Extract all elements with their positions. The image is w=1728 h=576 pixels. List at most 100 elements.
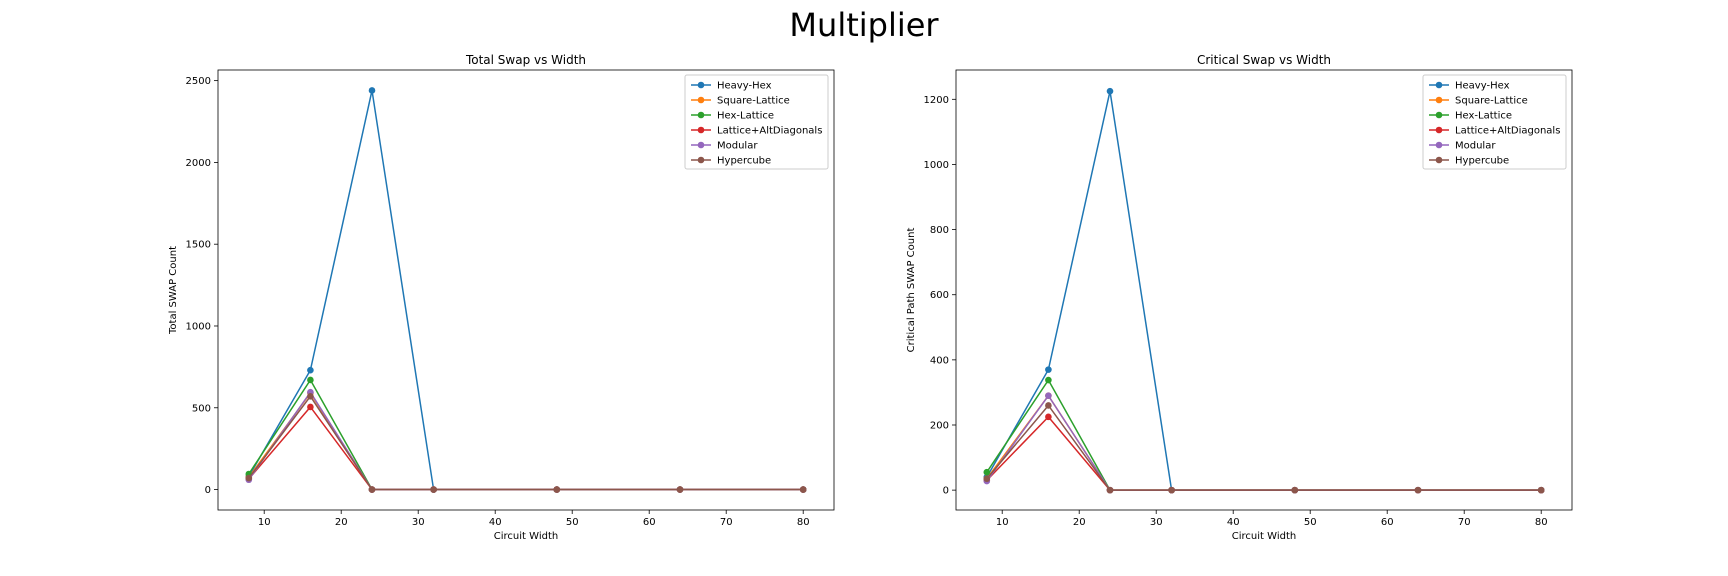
series-modular <box>245 388 807 493</box>
x-tick-label: 20 <box>335 517 348 528</box>
legend-entry: Square-Lattice <box>691 96 790 107</box>
legend-marker <box>1435 111 1443 119</box>
data-point <box>1168 486 1175 494</box>
y-tick-label: 200 <box>930 420 949 431</box>
data-point <box>307 376 314 384</box>
x-tick-label: 60 <box>1381 517 1394 528</box>
data-point <box>1045 392 1052 399</box>
data-point <box>307 403 314 411</box>
legend-entry: Square-Lattice <box>1429 96 1528 107</box>
legend-marker <box>697 81 705 89</box>
series-line <box>248 395 804 491</box>
x-axis-label: Circuit Width <box>1232 531 1296 542</box>
data-point <box>1045 376 1052 384</box>
y-tick-label: 600 <box>930 290 949 301</box>
legend-label: Hypercube <box>1455 156 1509 167</box>
legend-label: Hypercube <box>717 156 771 167</box>
legend-label: Hex-Lattice <box>717 111 774 122</box>
y-tick-label: 1000 <box>924 160 949 171</box>
axes-frame <box>217 69 835 511</box>
figure-title: Multiplier <box>789 6 939 44</box>
data-point <box>1537 486 1545 494</box>
legend-label: Lattice+AltDiagonals <box>1455 126 1560 137</box>
legend-marker <box>1435 81 1443 89</box>
series-hypercube <box>983 402 1545 494</box>
y-axis-label: Total SWAP Count <box>168 246 179 335</box>
data-point <box>799 486 807 493</box>
legend-entry: Modular <box>1429 141 1496 152</box>
legend: Heavy-Hex Square-Lattice Hex-Lattice Lattic… <box>1422 74 1567 170</box>
data-point <box>553 486 561 493</box>
x-tick-label: 10 <box>258 517 271 528</box>
data-point <box>983 475 991 483</box>
x-tick-label: 70 <box>720 517 733 528</box>
y-tick-label: 500 <box>192 403 211 414</box>
y-axis-label: Critical Path SWAP Count <box>906 228 917 353</box>
y-tick-label: 0 <box>943 486 949 497</box>
data-point <box>983 468 991 476</box>
x-tick-label: 30 <box>412 517 425 528</box>
legend-box <box>684 74 829 170</box>
x-tick-label: 50 <box>566 517 579 528</box>
chart-title: Total Swap vs Width <box>465 53 586 67</box>
legend-entry: Hypercube <box>691 156 771 167</box>
legend-entry: Modular <box>691 141 758 152</box>
legend-entry: Hex-Lattice <box>1429 111 1512 122</box>
legend-marker <box>697 96 705 104</box>
legend-marker <box>1435 126 1443 134</box>
x-tick-label: 50 <box>1304 517 1317 528</box>
data-point <box>430 486 437 493</box>
legend-entry: Hex-Lattice <box>691 111 774 122</box>
data-point <box>307 393 314 400</box>
y-tick-label: 1000 <box>186 321 211 332</box>
legend-marker <box>697 126 705 134</box>
legend-marker <box>697 111 705 119</box>
legend-label: Hex-Lattice <box>1455 111 1512 122</box>
x-tick-label: 80 <box>1535 517 1548 528</box>
data-point <box>1414 486 1422 494</box>
series-line <box>248 390 804 491</box>
legend-entry: Heavy-Hex <box>691 81 772 92</box>
legend: Heavy-Hex Square-Lattice Hex-Lattice Lattic… <box>684 74 829 170</box>
data-point <box>245 474 253 482</box>
y-tick-label: 2500 <box>186 76 211 87</box>
series-lattice-altdiagonals <box>245 403 807 493</box>
legend-marker <box>697 141 705 149</box>
data-point <box>368 486 376 493</box>
legend-entry: Lattice+AltDiagonals <box>1429 126 1560 137</box>
series-hex-lattice <box>245 376 807 493</box>
y-tick-label: 400 <box>930 355 949 366</box>
data-point <box>1045 413 1052 421</box>
x-tick-label: 80 <box>797 517 810 528</box>
legend-label: Modular <box>717 141 758 152</box>
legend-marker <box>697 156 705 164</box>
chart-1: Total Swap vs Width 10 20 30 40 50 60 70 80 0 500 1… <box>168 53 835 542</box>
data-point <box>1045 402 1052 409</box>
legend-marker <box>1435 156 1443 164</box>
x-tick-label: 10 <box>996 517 1009 528</box>
series-square-lattice <box>983 392 1545 494</box>
legend-label: Modular <box>1455 141 1496 152</box>
legend-box <box>1422 74 1567 170</box>
x-tick-label: 30 <box>1150 517 1163 528</box>
x-tick-label: 40 <box>489 517 502 528</box>
y-tick-label: 2000 <box>186 158 211 169</box>
data-point <box>307 366 314 374</box>
data-point <box>1291 486 1299 494</box>
legend-label: Square-Lattice <box>717 96 790 107</box>
y-tick-label: 0 <box>205 485 211 496</box>
x-tick-label: 20 <box>1073 517 1086 528</box>
series-modular <box>983 392 1545 494</box>
y-tick-label: 1200 <box>924 95 949 106</box>
data-point <box>1106 87 1114 95</box>
chart-title: Critical Swap vs Width <box>1197 53 1331 67</box>
legend-label: Heavy-Hex <box>717 81 772 92</box>
x-axis-label: Circuit Width <box>494 531 558 542</box>
legend-label: Square-Lattice <box>1455 96 1528 107</box>
x-tick-label: 70 <box>1458 517 1471 528</box>
series-hypercube <box>245 393 807 493</box>
data-point <box>1045 366 1052 373</box>
